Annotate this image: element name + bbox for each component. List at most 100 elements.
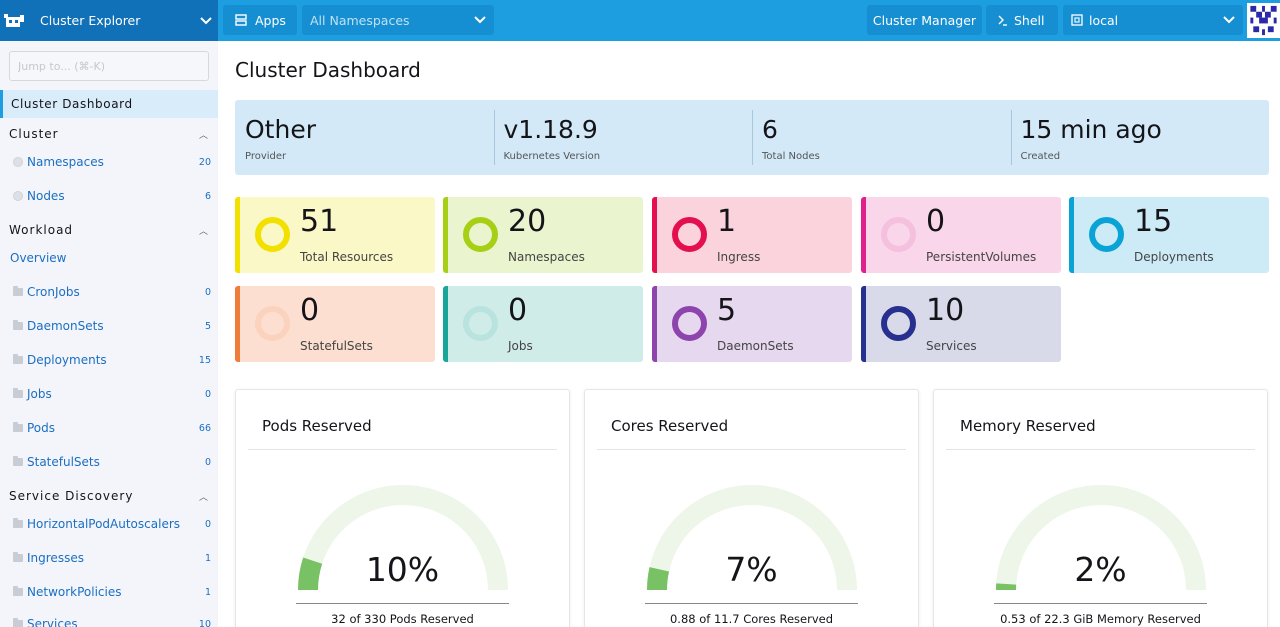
cluster-manager-button[interactable]: Cluster Manager xyxy=(867,5,982,35)
namespace-select[interactable]: All Namespaces xyxy=(302,5,494,35)
sidebar-item-overview[interactable]: Overview xyxy=(10,251,208,265)
ring-icon xyxy=(1089,217,1124,252)
sidebar-item-daemonsets[interactable]: DaemonSets 5 xyxy=(13,319,211,333)
gauge-percent: 7% xyxy=(725,550,778,589)
chevron-up-icon: ︿ xyxy=(198,226,209,237)
user-avatar[interactable] xyxy=(1247,3,1280,38)
sidebar-item-statefulsets[interactable]: StatefulSets 0 xyxy=(13,455,211,469)
gauge-detail: 0.53 of 22.3 GiB Memory Reserved xyxy=(1000,612,1201,626)
sidebar-item-hpa[interactable]: HorizontalPodAutoscalers 0 xyxy=(13,517,211,531)
cluster-manager-label: Cluster Manager xyxy=(872,12,977,28)
card-deployments[interactable]: 15 Deployments xyxy=(1069,197,1269,273)
chevron-down-icon xyxy=(194,16,218,25)
sidebar-item-label: HorizontalPodAutoscalers xyxy=(27,517,181,531)
jump-to-input[interactable] xyxy=(9,51,209,81)
page-title: Cluster Dashboard xyxy=(235,58,421,82)
gauge-pods-reserved: Pods Reserved 10% 32 of 330 Pods Reserve… xyxy=(235,389,570,627)
sidebar-item-namespaces[interactable]: Namespaces 20 xyxy=(13,155,211,169)
card-count: 5 xyxy=(717,293,737,328)
info-label: Created xyxy=(1020,151,1061,162)
sidebar-item-services[interactable]: Services 10 xyxy=(13,617,211,627)
card-label: StatefulSets xyxy=(300,339,373,353)
chevron-up-icon: ︿ xyxy=(198,130,209,141)
card-statefulsets[interactable]: 0 StatefulSets xyxy=(235,286,435,362)
sidebar-item-label: Deployments xyxy=(27,353,107,367)
cluster-select-value-wrap: local xyxy=(1071,13,1118,28)
resource-icon xyxy=(13,157,23,167)
terminal-icon xyxy=(998,15,1007,26)
cluster-select-value: local xyxy=(1089,12,1119,28)
folder-icon xyxy=(13,518,23,528)
sidebar-item-count: 66 xyxy=(198,422,211,434)
info-label: Kubernetes Version xyxy=(503,151,601,162)
sidebar-item-cronjobs[interactable]: CronJobs 0 xyxy=(13,285,211,299)
info-value: v1.18.9 xyxy=(503,115,598,144)
card-count: 10 xyxy=(926,293,965,328)
card-persistentvolumes[interactable]: 0 PersistentVolumes xyxy=(861,197,1061,273)
group-label: Workload xyxy=(9,223,74,237)
sidebar-item-pods[interactable]: Pods 66 xyxy=(13,421,211,435)
info-kubernetes-version: v1.18.9 Kubernetes Version xyxy=(493,100,753,175)
sidebar-item-label: Namespaces xyxy=(27,155,104,169)
card-services[interactable]: 10 Services xyxy=(861,286,1061,362)
card-ingress[interactable]: 1 Ingress xyxy=(652,197,852,273)
sidebar-item-label: Overview xyxy=(10,251,67,265)
card-count: 0 xyxy=(508,293,528,328)
apps-button[interactable]: Apps xyxy=(223,5,297,35)
cluster-info-banner: Other Provider v1.18.9 Kubernetes Versio… xyxy=(235,100,1269,175)
gauge-title: Pods Reserved xyxy=(262,417,372,435)
ring-icon xyxy=(881,306,916,341)
cluster-select[interactable]: local xyxy=(1063,5,1243,35)
sidebar-item-ingresses[interactable]: Ingresses 1 xyxy=(13,551,211,565)
sidebar-item-nodes[interactable]: Nodes 6 xyxy=(13,189,211,203)
gauge-cores-reserved: Cores Reserved 7% 0.88 of 11.7 Cores Res… xyxy=(584,389,919,627)
folder-icon xyxy=(13,586,23,596)
sidebar-item-label: NetworkPolicies xyxy=(27,585,122,599)
card-label: Total Resources xyxy=(300,250,394,264)
chevron-down-icon xyxy=(474,16,486,24)
product-switcher[interactable]: Cluster Explorer xyxy=(0,0,218,41)
top-header: Cluster Explorer Apps All Namespaces Clu… xyxy=(0,0,1280,41)
card-total-resources[interactable]: 51 Total Resources xyxy=(235,197,435,273)
gauge-fill xyxy=(298,557,323,591)
sidebar-group-service-discovery[interactable]: Service Discovery ︿ xyxy=(9,489,209,503)
sidebar-item-count: 0 xyxy=(204,286,211,298)
sidebar-item-label: StatefulSets xyxy=(27,455,100,469)
card-count: 15 xyxy=(1134,204,1173,239)
gauge-arc xyxy=(298,485,508,591)
sidebar-group-cluster[interactable]: Cluster ︿ xyxy=(9,127,209,141)
sidebar-item-count: 5 xyxy=(204,320,211,332)
sidebar-item-label: Jobs xyxy=(27,387,52,401)
sidebar-item-cluster-dashboard[interactable]: Cluster Dashboard xyxy=(0,90,218,118)
folder-icon xyxy=(13,618,23,627)
card-daemonsets[interactable]: 5 DaemonSets xyxy=(652,286,852,362)
ring-icon xyxy=(255,306,290,341)
sidebar-item-deployments[interactable]: Deployments 15 xyxy=(13,353,211,367)
card-namespaces[interactable]: 20 Namespaces xyxy=(443,197,643,273)
apps-icon xyxy=(235,14,247,26)
sidebar-item-count: 6 xyxy=(204,190,211,202)
sidebar-item-count: 0 xyxy=(204,456,211,468)
gauge-percent: 10% xyxy=(365,550,440,589)
group-label: Service Discovery xyxy=(9,489,134,503)
apps-label: Apps xyxy=(255,12,286,28)
info-total-nodes: 6 Total Nodes xyxy=(752,100,1011,175)
sidebar-group-workload[interactable]: Workload ︿ xyxy=(9,223,209,237)
ring-icon xyxy=(463,306,498,341)
ring-icon xyxy=(463,217,498,252)
resource-icon xyxy=(13,191,23,201)
sidebar-item-networkpolicies[interactable]: NetworkPolicies 1 xyxy=(13,585,211,599)
card-jobs[interactable]: 0 Jobs xyxy=(443,286,643,362)
gauge-memory-reserved: Memory Reserved 2% 0.53 of 22.3 GiB Memo… xyxy=(933,389,1268,627)
divider xyxy=(296,603,509,604)
card-label: DaemonSets xyxy=(717,339,794,353)
sidebar-item-jobs[interactable]: Jobs 0 xyxy=(13,387,211,401)
sidebar-item-label: Ingresses xyxy=(27,551,84,565)
card-count: 51 xyxy=(300,204,339,239)
shell-button[interactable]: Shell xyxy=(986,5,1058,35)
card-label: Deployments xyxy=(1134,250,1214,264)
info-created: 15 min ago Created xyxy=(1010,100,1270,175)
ring-icon xyxy=(255,217,290,252)
card-label: Ingress xyxy=(717,250,761,264)
sidebar-item-count: 15 xyxy=(198,354,211,366)
